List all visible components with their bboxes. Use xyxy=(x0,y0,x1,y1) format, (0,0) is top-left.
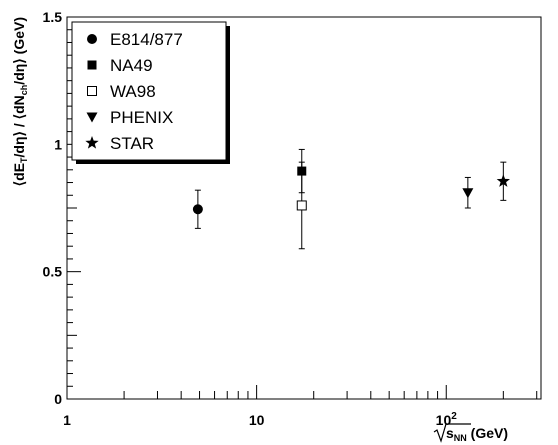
data-points xyxy=(192,148,510,250)
legend-label: STAR xyxy=(110,134,154,153)
y-tick-label: 1.5 xyxy=(43,9,63,25)
x-axis-label-text: sNN (GeV) xyxy=(446,425,508,443)
legend-marker-star xyxy=(85,136,99,149)
y-axis-ticks xyxy=(67,16,81,400)
legend-label: PHENIX xyxy=(110,108,173,127)
x-axis-ticks xyxy=(66,385,538,399)
legend-label: NA49 xyxy=(110,56,153,75)
data-point-phenix xyxy=(462,188,474,199)
y-tick-label: 1 xyxy=(54,136,62,152)
legend-label: E814/877 xyxy=(110,30,183,49)
legend-label: WA98 xyxy=(110,82,156,101)
data-point-star xyxy=(496,174,510,187)
y-tick-label: 0 xyxy=(54,391,62,407)
sqrt-sign xyxy=(433,423,471,443)
y-tick-label: 0.5 xyxy=(43,264,63,280)
x-tick-label: 1 xyxy=(63,412,71,428)
legend-box xyxy=(71,21,227,161)
y-axis-label: ⟨dET/dη⟩ / ⟨dNch/dη⟩ (GeV) xyxy=(11,17,29,186)
legend-marker-wa98 xyxy=(87,86,97,96)
x-tick-label: 10 xyxy=(249,412,265,428)
data-point-wa98 xyxy=(296,200,307,211)
legend-marker-na49 xyxy=(87,60,97,70)
x-axis-label: sNN (GeV) xyxy=(433,423,508,443)
legend-marker-e814-877 xyxy=(87,34,97,44)
axis-labels: sNN (GeV) ⟨dET/dη⟩ / ⟨dNch/dη⟩ (GeV) xyxy=(11,17,508,443)
data-point-e814-877 xyxy=(192,204,203,215)
legend: E814/877 NA49 WA98 PHENIX STAR xyxy=(71,21,230,164)
legend-marker-phenix xyxy=(86,112,98,123)
